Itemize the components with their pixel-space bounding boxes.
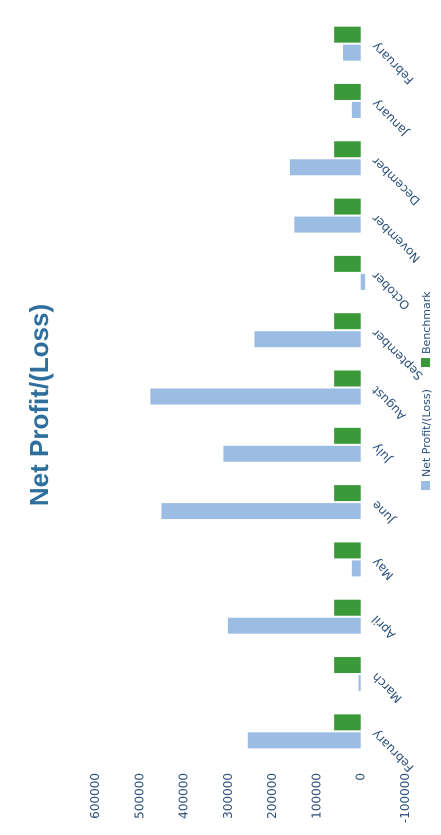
bar-net-profit: [254, 331, 361, 348]
bar-benchmark: [334, 657, 361, 674]
bar-net-profit: [294, 216, 361, 233]
y-axis: -100000 0 100000 200000 300000 400000 500000 60…: [88, 773, 412, 823]
bar-benchmark: [334, 427, 361, 444]
x-category-label: February: [369, 40, 417, 88]
bar-benchmark: [334, 83, 361, 100]
x-category-label: June: [369, 498, 398, 527]
bar-net-profit: [247, 732, 361, 749]
bar-benchmark: [334, 198, 361, 215]
bar-benchmark: [334, 370, 361, 387]
y-tick-label: 500000: [132, 773, 146, 819]
x-category-label: January: [369, 97, 412, 140]
x-category-label: April: [369, 613, 398, 642]
x-category-label: August: [369, 383, 409, 423]
x-category-label: October: [369, 269, 413, 313]
bar-net-profit: [360, 273, 366, 290]
chart-title: Net Profit/(Loss): [24, 304, 54, 506]
x-category-label: May: [369, 555, 396, 582]
bar-net-profit: [358, 675, 361, 692]
bar-net-profit: [223, 445, 361, 462]
y-tick-label: 200000: [265, 773, 279, 819]
bar-benchmark: [334, 485, 361, 502]
y-tick-label: 400000: [177, 773, 191, 819]
y-tick-label: 100000: [309, 773, 323, 819]
bar-benchmark: [334, 255, 361, 272]
legend-label-benchmark: Benchmark: [420, 291, 433, 354]
legend: Net Profit/(Loss) Benchmark: [420, 291, 433, 490]
x-category-label: July: [369, 441, 395, 467]
x-category-label: February: [369, 727, 417, 775]
bar-net-profit: [289, 159, 361, 176]
bar-net-profit: [227, 617, 361, 634]
bar-benchmark: [334, 141, 361, 158]
bar-net-profit: [351, 101, 361, 118]
y-tick-label: -100000: [398, 773, 412, 823]
y-tick-label: 300000: [221, 773, 235, 819]
legend-swatch-net-profit: [421, 481, 430, 490]
x-category-label: September: [369, 326, 426, 383]
bar-benchmark: [334, 313, 361, 330]
legend-label-net-profit: Net Profit/(Loss): [420, 389, 433, 477]
bar-net-profit: [150, 388, 361, 405]
bar-net-profit: [161, 503, 361, 520]
x-category-label: November: [369, 211, 423, 265]
legend-swatch-benchmark: [421, 358, 430, 367]
bar-benchmark: [334, 714, 361, 731]
y-tick-label: 600000: [88, 773, 102, 819]
bar-benchmark: [334, 26, 361, 43]
x-axis: February March April May June July AugustSepte…: [369, 40, 426, 775]
bar-net-profit: [351, 560, 361, 577]
x-category-label: March: [369, 670, 405, 706]
bars-group: [150, 26, 366, 749]
bar-benchmark: [334, 542, 361, 559]
bar-net-profit: [343, 44, 361, 61]
bar-benchmark: [334, 599, 361, 616]
x-category-label: December: [369, 154, 423, 208]
y-tick-label: 0: [354, 773, 368, 781]
